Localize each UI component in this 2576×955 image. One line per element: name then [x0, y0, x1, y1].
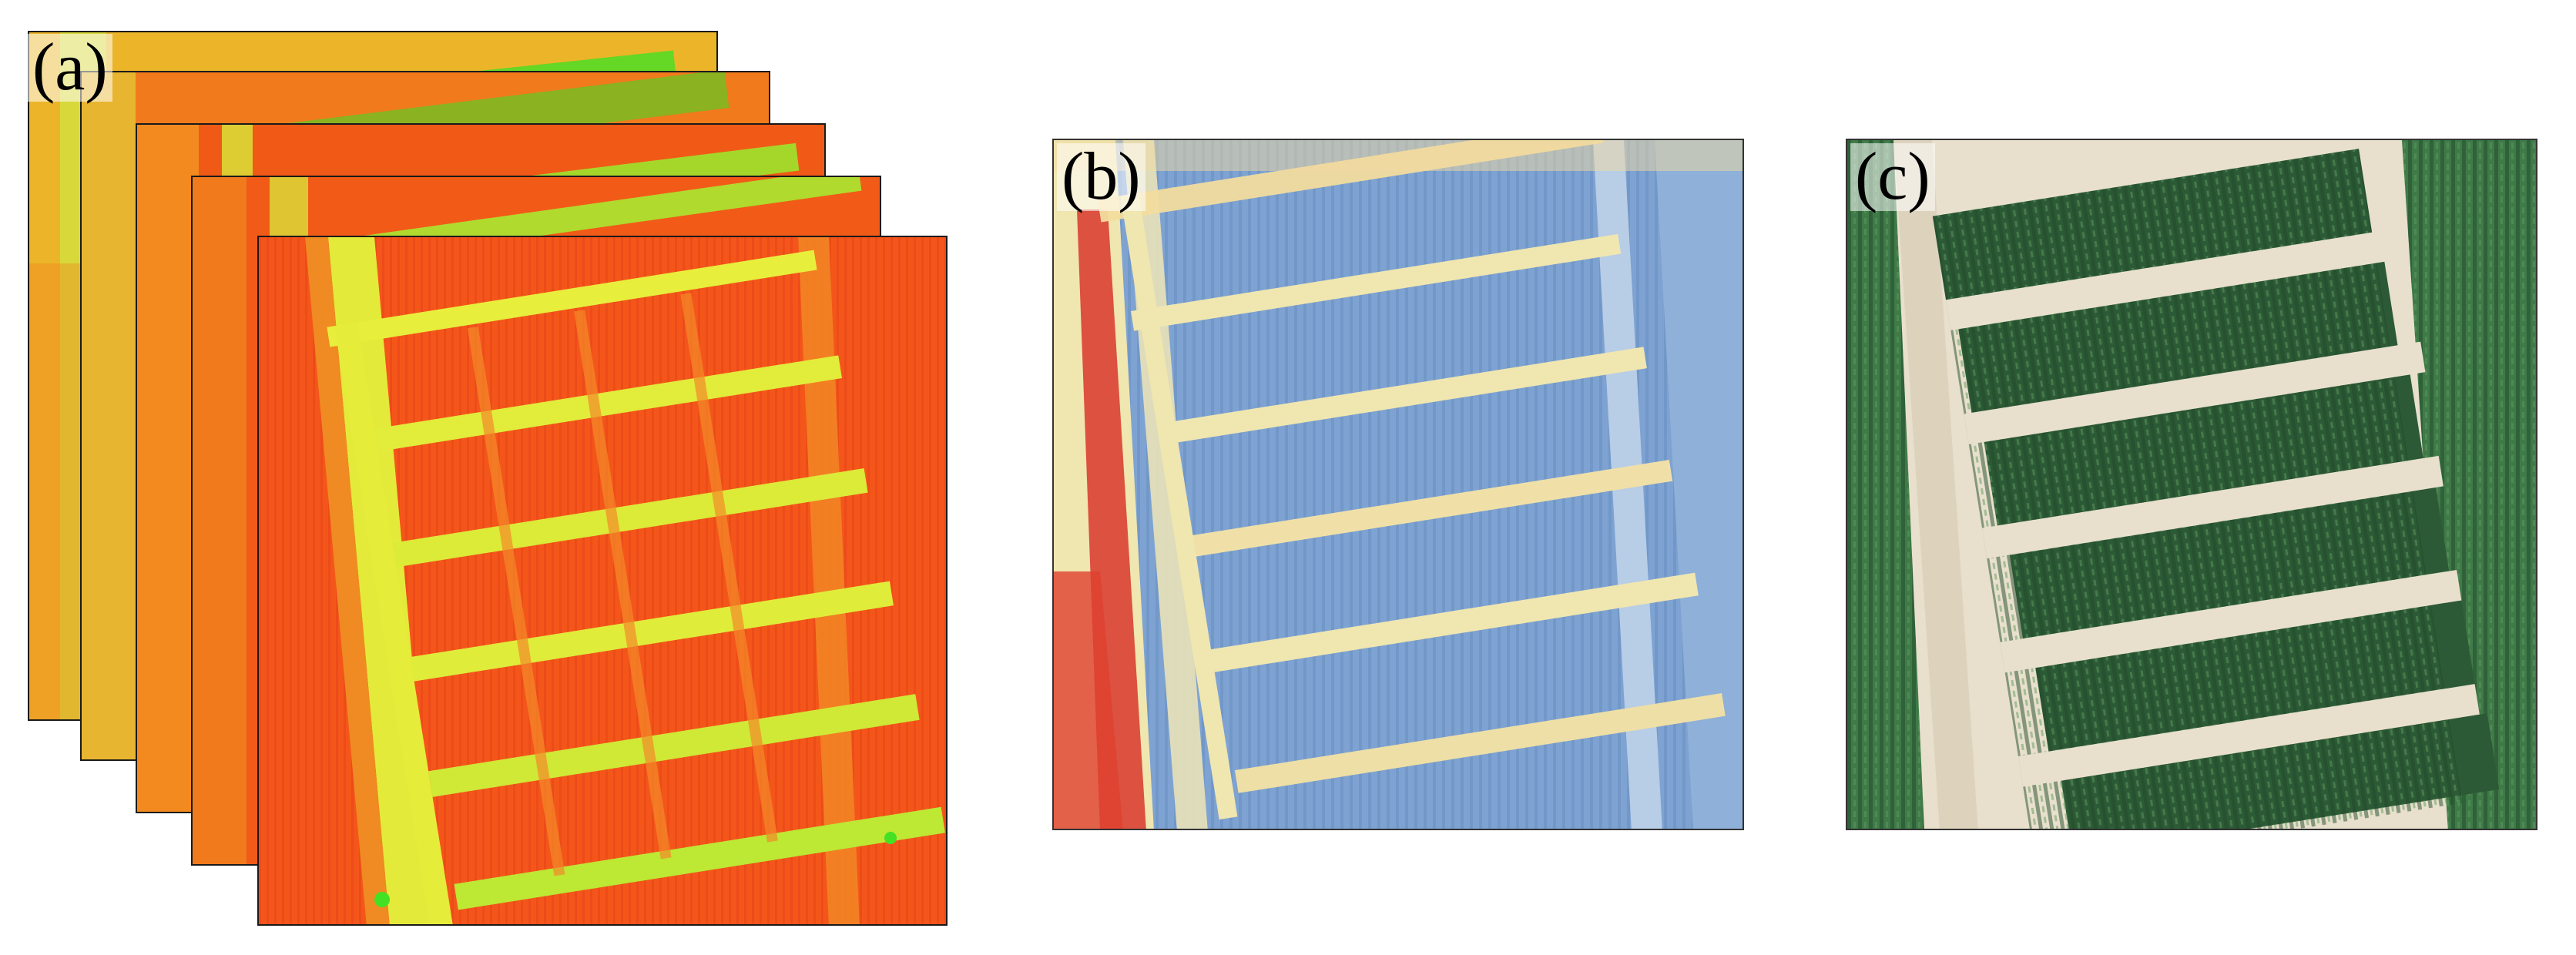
panel-c-image — [1847, 140, 2536, 829]
panel-b-label: (b) — [1057, 143, 1145, 211]
panel-c-label: (c) — [1850, 143, 1935, 211]
panel-a-label: (a) — [28, 34, 112, 102]
panel-b-image — [1054, 140, 1742, 829]
panel-c: (c) — [1846, 139, 2537, 830]
layer-5-image — [259, 237, 946, 924]
panel-a-layer-5 — [257, 236, 948, 926]
panel-b: (b) — [1052, 139, 1744, 830]
